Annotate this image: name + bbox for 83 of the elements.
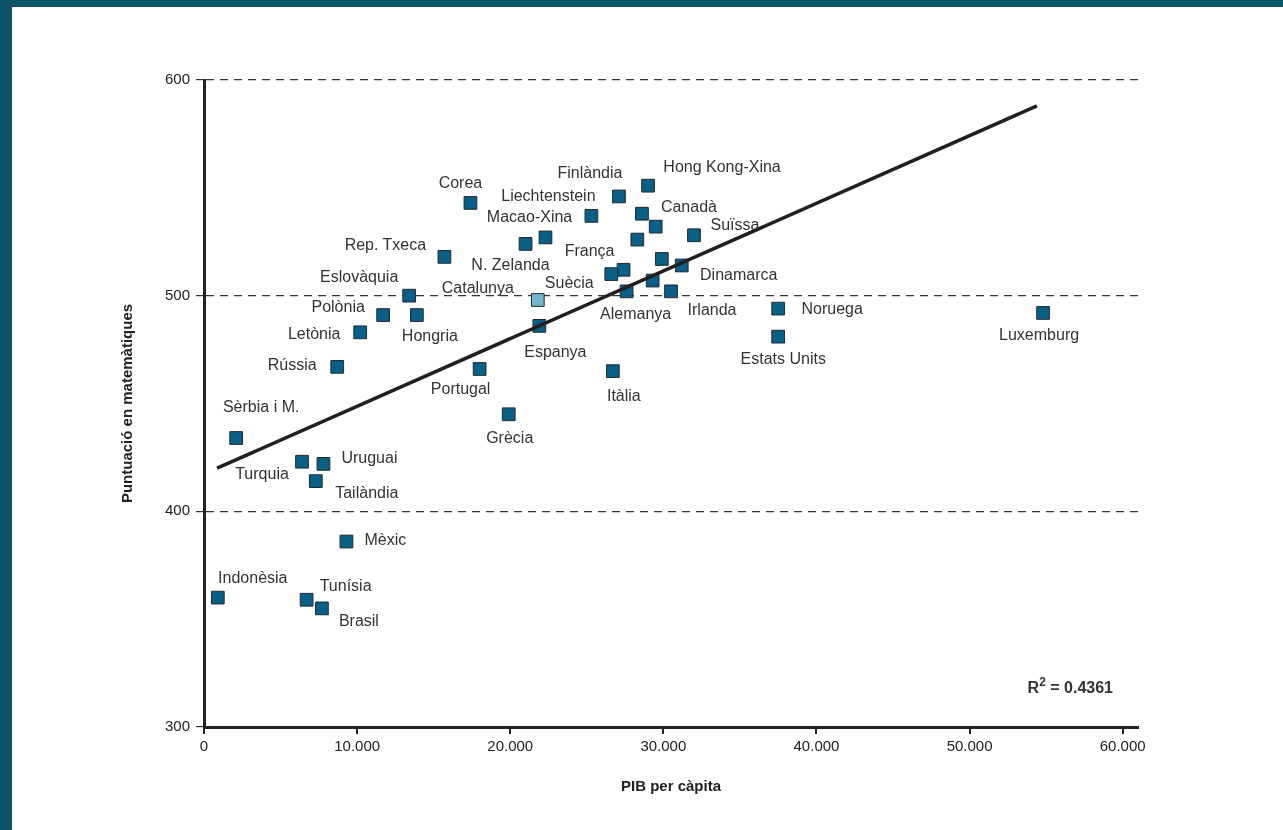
annotation: Catalunya	[441, 279, 514, 297]
point	[771, 329, 786, 344]
annotation: Grècia	[486, 428, 534, 446]
x-tick-label: 20.000	[487, 737, 534, 755]
x-tick-label: 30.000	[640, 737, 687, 755]
point	[376, 308, 391, 322]
point	[295, 454, 309, 469]
point	[501, 407, 516, 422]
annotation: Portugal	[430, 380, 491, 398]
annotation: Dinamarca	[700, 265, 778, 283]
annotation: Alemanya	[600, 304, 672, 322]
point	[654, 252, 669, 266]
point	[437, 249, 452, 264]
x-tick-label: 60.000	[1099, 737, 1146, 755]
annotation: França	[564, 242, 615, 260]
x-tick-label: 40.000	[793, 737, 840, 755]
annotation: Eslovàquia	[320, 268, 399, 286]
annotation: Indonèsia	[218, 569, 288, 587]
annotation: Luxemburg	[999, 326, 1080, 344]
annotation: Noruega	[801, 300, 863, 318]
annotation: Estats Units	[740, 350, 826, 368]
annotation: Espanya	[524, 343, 587, 361]
point	[641, 178, 655, 193]
annotation: Letònia	[287, 324, 341, 342]
annotation: Hongria	[401, 327, 458, 345]
point	[210, 590, 225, 605]
annotation: N. Zelanda	[471, 255, 550, 273]
point	[612, 189, 626, 204]
point	[299, 592, 314, 607]
annotation: Corea	[438, 174, 483, 192]
point	[530, 293, 545, 307]
point	[687, 228, 701, 243]
point	[648, 219, 663, 234]
point	[1036, 306, 1050, 320]
point	[604, 267, 619, 281]
point	[316, 457, 331, 471]
annotation: Irlanda	[687, 300, 737, 318]
annotation: Itàlia	[606, 386, 641, 404]
annotation: Brasil	[338, 611, 379, 629]
point	[771, 301, 786, 316]
y-tick-label: 600	[165, 70, 191, 88]
x-axis-title: PIB per càpita	[620, 777, 722, 795]
annotation: Macao-Xina	[486, 208, 573, 226]
annotation: Rússia	[267, 356, 317, 374]
annotation: Finlàndia	[557, 163, 623, 181]
point	[402, 288, 417, 303]
annotation: Tunísia	[319, 577, 372, 595]
annotation: Turquia	[235, 465, 289, 483]
annotation: Mèxic	[364, 530, 407, 548]
annotation: Canadà	[660, 198, 718, 216]
point	[463, 196, 478, 210]
annotation: Uruguai	[341, 449, 398, 467]
y-tick-label: 500	[165, 285, 191, 303]
point	[330, 359, 345, 374]
point	[605, 364, 620, 379]
y-tick-label: 300	[165, 717, 191, 735]
point	[315, 601, 329, 616]
point	[308, 474, 323, 488]
point	[538, 230, 553, 245]
point	[472, 362, 487, 376]
annotation: Rep. Txeca	[344, 236, 427, 254]
annotation: Sèrbia i M.	[222, 398, 300, 416]
point	[518, 237, 533, 251]
point	[616, 262, 631, 277]
x-tick-label: 50.000	[946, 737, 993, 755]
point	[584, 209, 599, 223]
x-tick-label: 0	[199, 737, 209, 755]
point	[339, 534, 354, 549]
annotation: Suïssa	[710, 215, 760, 233]
y-tick-label: 400	[165, 501, 191, 519]
point	[664, 284, 678, 299]
x-tick-label: 10.000	[334, 737, 381, 755]
annotation: Suècia	[544, 273, 594, 291]
annotation: Hong Kong-Xina	[663, 158, 781, 176]
point	[630, 232, 645, 247]
y-axis-title: Puntuació en matemàtiques	[118, 303, 136, 504]
point	[229, 431, 244, 445]
point	[635, 206, 649, 221]
point	[353, 325, 368, 340]
annotation: Liechtenstein	[501, 187, 596, 205]
annotation: Tailàndia	[335, 483, 399, 501]
annotation: Polònia	[311, 298, 365, 316]
point	[409, 308, 424, 322]
